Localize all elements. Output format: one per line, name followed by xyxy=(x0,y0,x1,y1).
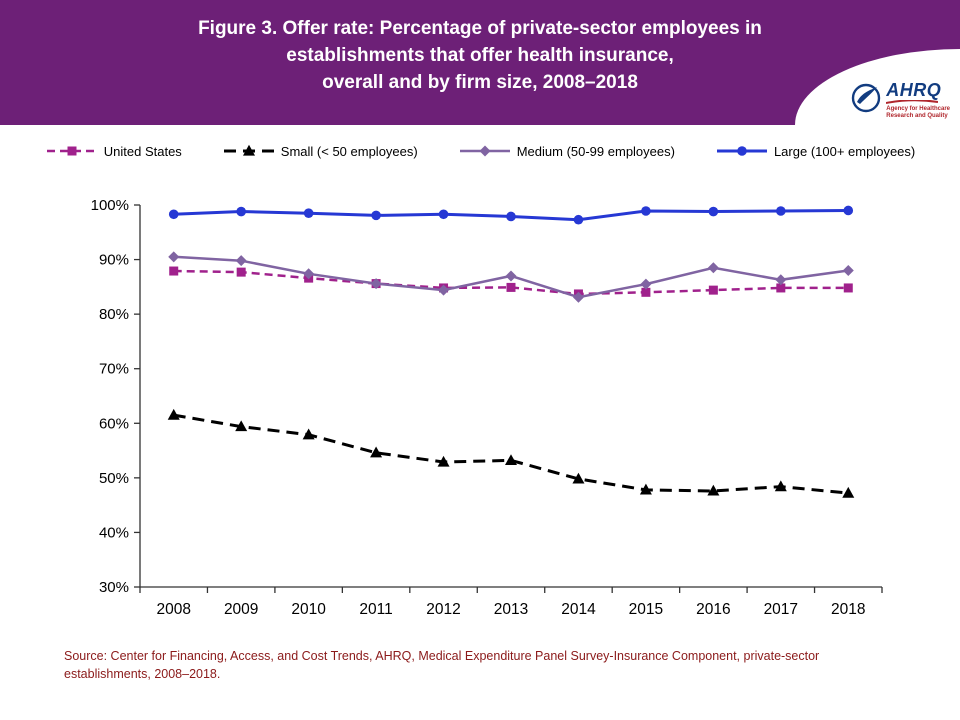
svg-text:100%: 100% xyxy=(91,197,129,214)
figure-title-line-1: Figure 3. Offer rate: Percentage of priv… xyxy=(198,18,762,39)
svg-text:2018: 2018 xyxy=(831,601,865,618)
svg-text:2016: 2016 xyxy=(696,601,730,618)
chart-legend: United States Small (< 50 employees) Med… xyxy=(0,141,960,161)
ahrq-logo-inner: AHRQ Agency for Healthcare Research and … xyxy=(851,81,950,120)
legend-label-large: Large (100+ employees) xyxy=(773,143,916,159)
svg-text:2014: 2014 xyxy=(561,601,596,618)
ahrq-acronym: AHRQ xyxy=(886,80,942,100)
svg-text:2008: 2008 xyxy=(156,601,190,618)
figure-title-line-3: overall and by firm size, 2008–2018 xyxy=(322,72,638,93)
svg-text:2009: 2009 xyxy=(224,601,258,618)
legend-label-small: Small (< 50 employees) xyxy=(280,143,418,159)
svg-text:2013: 2013 xyxy=(494,601,528,618)
source-note: Source: Center for Financing, Access, an… xyxy=(64,649,820,681)
ahrq-tagline: Agency for Healthcare Research and Quali… xyxy=(886,106,950,119)
legend-item-medium: Medium (50-99 employees) xyxy=(458,143,675,159)
svg-text:40%: 40% xyxy=(99,524,129,541)
figure-title-line-2: establishments that offer health insuran… xyxy=(286,45,674,66)
legend-item-small: Small (< 50 employees) xyxy=(222,143,418,159)
figure-title: Figure 3. Offer rate: Percentage of priv… xyxy=(0,0,960,96)
small-line-swatch xyxy=(222,143,276,159)
offer-rate-chart: 30% 40% 50% 60% 70% 80% 90% 100% 2008 2009 2010 201… xyxy=(52,179,902,634)
legend-item-large: Large (100+ employees) xyxy=(715,143,915,159)
line-chart-svg: 30% 40% 50% 60% 70% 80% 90% 100% 2008 2009 2010 201… xyxy=(91,197,883,618)
large-line-swatch xyxy=(715,143,769,159)
svg-text:30%: 30% xyxy=(99,579,129,596)
legend-label-medium: Medium (50-99 employees) xyxy=(516,143,675,159)
svg-text:50%: 50% xyxy=(99,470,129,487)
svg-text:2011: 2011 xyxy=(359,601,392,618)
svg-text:80%: 80% xyxy=(99,306,129,323)
svg-text:2010: 2010 xyxy=(291,601,326,618)
svg-text:2012: 2012 xyxy=(426,601,460,618)
svg-text:70%: 70% xyxy=(99,361,129,378)
svg-text:90%: 90% xyxy=(99,252,129,269)
figure-header: Figure 3. Offer rate: Percentage of priv… xyxy=(0,0,960,125)
svg-text:2015: 2015 xyxy=(629,601,663,618)
ahrq-red-swoosh xyxy=(886,100,939,104)
hhs-eagle-icon xyxy=(851,83,881,118)
legend-item-united-states: United States xyxy=(45,143,182,159)
legend-label-united-states: United States xyxy=(103,143,182,159)
svg-text:2017: 2017 xyxy=(764,601,798,618)
svg-text:60%: 60% xyxy=(99,415,129,432)
medium-line-swatch xyxy=(458,143,512,159)
united-states-line-swatch xyxy=(45,143,99,159)
ahrq-wordmark: AHRQ Agency for Healthcare Research and … xyxy=(886,81,950,120)
